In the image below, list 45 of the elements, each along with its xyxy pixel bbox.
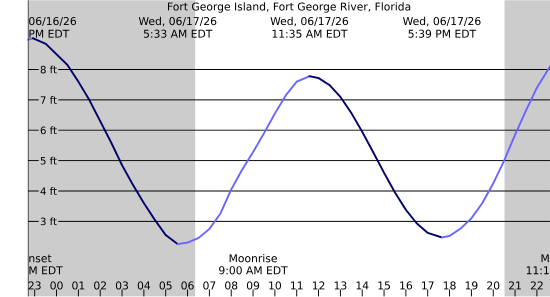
x-tick-label: 19 xyxy=(466,282,478,290)
annotation: M xyxy=(542,254,549,262)
x-tick-label: 02 xyxy=(94,282,106,290)
x-tick-label: 05 xyxy=(160,282,172,290)
annotation: PM EDT xyxy=(29,30,70,38)
x-tick-label: 16 xyxy=(400,282,412,290)
x-tick-label: 08 xyxy=(225,282,238,290)
y-tick-label: 3 ft xyxy=(40,218,57,226)
y-tick-label: 4 ft xyxy=(40,187,57,195)
x-tick-label: 06 xyxy=(181,282,194,290)
x-tick-label: 10 xyxy=(269,282,282,290)
x-tick-label: 17 xyxy=(422,282,434,290)
x-tick-label: 03 xyxy=(116,282,128,290)
x-tick-label: 23 xyxy=(28,282,41,290)
annotation: Wed, 06/17/26 xyxy=(270,16,348,26)
x-tick-label: 18 xyxy=(444,282,456,290)
x-tick-label: 13 xyxy=(334,282,346,290)
x-tick-label: 11 xyxy=(291,282,303,290)
x-tick-label: 04 xyxy=(138,282,150,290)
annotation: Moonrise xyxy=(230,254,277,262)
y-tick-label: 7 ft xyxy=(40,96,57,104)
x-tick-label: 07 xyxy=(203,282,216,290)
annotation: 5:39 PM EDT xyxy=(408,30,476,38)
x-tick-label: 00 xyxy=(50,282,63,290)
x-tick-label: 09 xyxy=(246,282,260,290)
x-tick-label: 21 xyxy=(509,282,521,290)
annotation: M EDT xyxy=(29,266,63,274)
annotation: 5:33 AM EDT xyxy=(144,30,212,38)
x-tick-label: 14 xyxy=(356,282,368,290)
annotation: nset xyxy=(29,254,52,262)
x-tick-label: 15 xyxy=(378,282,390,290)
annotation: 06/16/26 xyxy=(29,17,76,26)
x-tick-label: 01 xyxy=(72,282,84,290)
annotation: 9:00 AM EDT xyxy=(219,266,288,274)
y-tick-label: 8 ft xyxy=(40,66,57,74)
x-tick-label: 22 xyxy=(530,282,543,290)
x-tick-label: 20 xyxy=(487,282,500,290)
annotation: 11:1 xyxy=(526,266,549,274)
annotation: Wed, 06/17/26 xyxy=(138,16,216,26)
annotation: 11:35 AM EDT xyxy=(272,30,348,38)
annotation: Wed, 06/17/26 xyxy=(402,16,481,26)
chart-title: Fort George Island, Fort George River, Florida xyxy=(168,2,410,13)
y-tick-label: 5 ft xyxy=(40,156,57,165)
y-tick-label: 6 ft xyxy=(40,126,57,134)
x-tick-label: 12 xyxy=(312,282,324,290)
